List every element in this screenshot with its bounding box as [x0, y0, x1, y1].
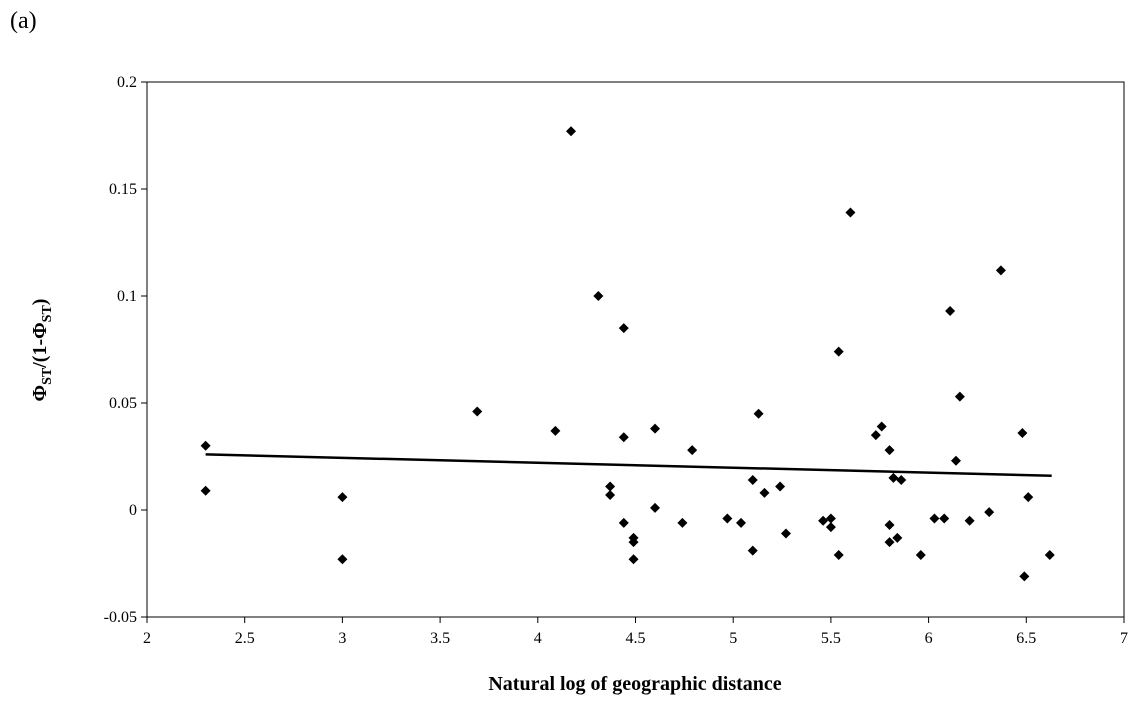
x-tick-label: 7 [1120, 630, 1128, 647]
data-point [876, 421, 887, 432]
data-point [892, 532, 903, 543]
data-point [825, 522, 836, 533]
x-axis-ticks: 2 2.5 3 3.5 4 4.5 5 5.5 6 6.5 7 [143, 617, 1128, 647]
data-point [605, 481, 616, 492]
data-point [964, 515, 975, 526]
data-point [884, 537, 895, 548]
data-point [1017, 427, 1028, 438]
y-tick-label: -0.05 [104, 609, 137, 626]
y-axis-title-phi: Φ [29, 385, 51, 402]
y-tick-label: 0.1 [117, 288, 137, 305]
data-point [550, 425, 561, 436]
data-point [950, 455, 961, 466]
data-point [747, 475, 758, 486]
y-axis-title-end: ) [29, 299, 51, 306]
data-point [833, 549, 844, 560]
data-point [818, 515, 829, 526]
x-tick-label: 5.5 [821, 630, 841, 647]
data-point [915, 549, 926, 560]
data-point [995, 265, 1006, 276]
y-axis-title-sub1: ST [40, 367, 55, 385]
data-point [929, 513, 940, 524]
data-point [200, 485, 211, 496]
data-point [945, 305, 956, 316]
y-tick-label: 0.2 [117, 74, 137, 91]
data-point [337, 492, 348, 503]
y-tick-label: 0.15 [109, 181, 137, 198]
data-point [939, 513, 950, 524]
x-tick-label: 5 [729, 630, 737, 647]
y-tick-label: 0 [129, 502, 137, 519]
data-point [628, 537, 639, 548]
data-point [618, 323, 629, 334]
y-axis-ticks: -0.05 0 0.05 0.1 0.15 0.2 [104, 74, 147, 626]
plot-area [146, 81, 1125, 618]
y-axis-title-sub2: ST [40, 305, 55, 323]
data-point [618, 432, 629, 443]
data-point [337, 554, 348, 565]
x-axis-title: Natural log of geographic distance [488, 673, 781, 695]
data-point [650, 423, 661, 434]
data-point [736, 517, 747, 528]
x-tick-label: 6 [925, 630, 933, 647]
data-point [825, 513, 836, 524]
data-point [884, 445, 895, 456]
data-point [870, 430, 881, 441]
data-point [618, 517, 629, 528]
data-point [628, 554, 639, 565]
data-point [677, 517, 688, 528]
data-point [888, 472, 899, 483]
data-point [1023, 492, 1034, 503]
data-point [759, 487, 770, 498]
data-point [650, 502, 661, 513]
data-point [687, 445, 698, 456]
x-tick-label: 3.5 [430, 630, 450, 647]
data-point [200, 440, 211, 451]
data-point [833, 346, 844, 357]
trendline [205, 453, 1052, 478]
data-point [984, 507, 995, 518]
data-points [200, 126, 1055, 582]
data-point [780, 528, 791, 539]
x-tick-label: 6.5 [1016, 630, 1036, 647]
data-point [566, 126, 577, 137]
data-point [593, 291, 604, 301]
data-point [954, 391, 965, 402]
x-tick-label: 3 [338, 630, 346, 647]
data-point [884, 519, 895, 530]
data-point [845, 207, 856, 218]
y-tick-label: 0.05 [109, 395, 137, 412]
data-point [896, 475, 907, 486]
data-point [605, 490, 616, 501]
data-point [753, 408, 764, 419]
data-point [722, 513, 733, 524]
panel-label: (a) [10, 8, 37, 34]
data-point [747, 545, 758, 556]
y-axis-title: ΦST/(1-ΦST) [29, 299, 55, 402]
x-tick-label: 2 [143, 630, 151, 647]
y-axis-title-mid: /(1-Φ [29, 322, 51, 368]
data-point [775, 481, 786, 492]
x-tick-label: 4.5 [626, 630, 646, 647]
data-point [1044, 549, 1055, 560]
data-point [472, 406, 483, 417]
x-tick-label: 4 [534, 630, 542, 647]
data-point [1019, 571, 1030, 582]
x-tick-label: 2.5 [235, 630, 255, 647]
